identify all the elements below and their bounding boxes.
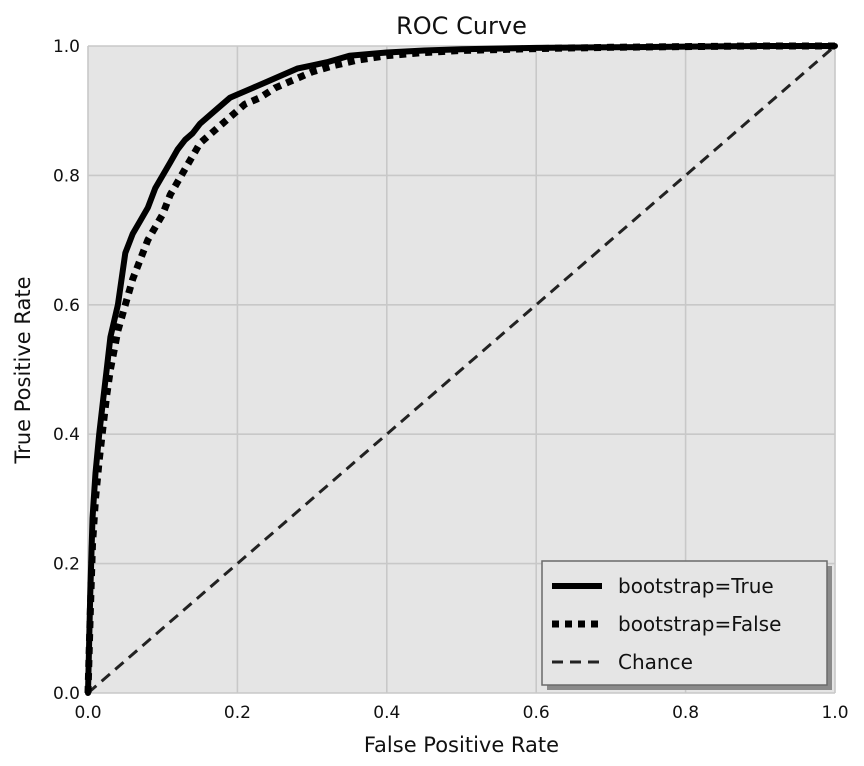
y-tick-label-3: 0.6 <box>53 296 80 316</box>
y-tick-label-2: 0.4 <box>53 425 80 445</box>
grid <box>87 45 836 694</box>
legend-label-0: bootstrap=True <box>618 574 774 598</box>
y-tick-label-5: 1.0 <box>53 37 80 57</box>
y-tick-label-4: 0.8 <box>53 166 80 186</box>
series-line-bootstrap-true <box>85 43 838 696</box>
x-tick-label-5: 1.0 <box>821 703 848 723</box>
x-tick-label-3: 0.6 <box>523 703 550 723</box>
chart-title: ROC Curve <box>396 12 527 40</box>
x-tick-label-2: 0.4 <box>373 703 400 723</box>
legend-label-1: bootstrap=False <box>618 612 781 636</box>
y-tick-label-1: 0.2 <box>53 555 80 575</box>
x-tick-label-0: 0.0 <box>74 703 101 723</box>
x-tick-label-1: 0.2 <box>224 703 251 723</box>
x-axis-label: False Positive Rate <box>364 733 559 757</box>
legend-items: bootstrap=True bootstrap=False Chance <box>552 574 781 674</box>
y-tick-label-0: 0.0 <box>53 684 80 704</box>
legend-box <box>541 560 828 686</box>
y-axis-label: True Positive Rate <box>11 276 35 464</box>
series-line-chance <box>87 44 836 695</box>
tick-labels: 0.0 0.2 0.4 0.6 0.8 1.0 0.0 0.2 0.4 0.6 0.8 1.0 <box>53 37 849 723</box>
x-tick-label-4: 0.8 <box>672 703 699 723</box>
legend: bootstrap=True bootstrap=False Chance <box>541 560 832 690</box>
series-layer <box>84 42 838 696</box>
legend-label-2: Chance <box>618 650 693 674</box>
